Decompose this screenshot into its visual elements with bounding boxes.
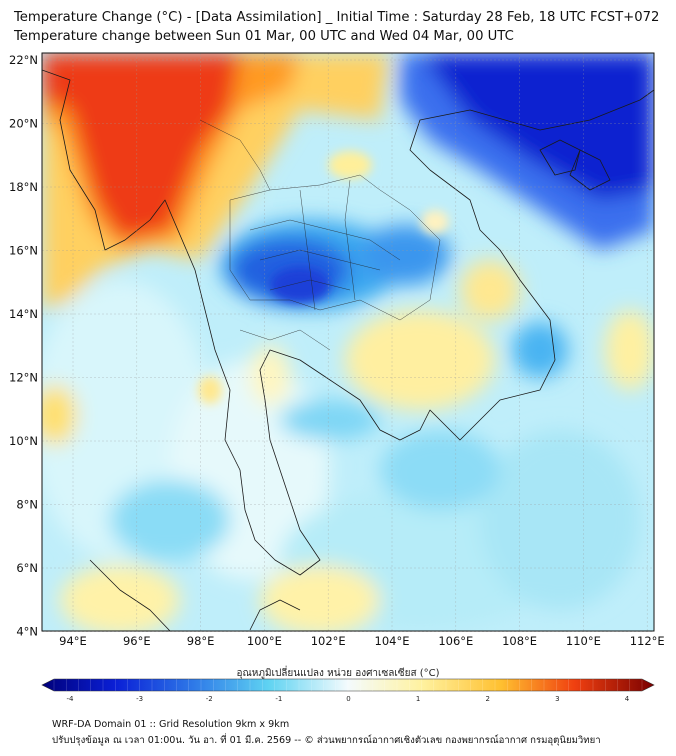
lat-label: 14°N	[9, 307, 38, 321]
lon-label: 94°E	[59, 634, 87, 648]
latitude-labels: 22°N 20°N 18°N 16°N 14°N 12°N 10°N 8°N 6…	[9, 53, 38, 639]
longitude-labels: 94°E 96°E 98°E 100°E 102°E 104°E 106°E 1…	[59, 634, 665, 648]
lat-label: 8°N	[16, 498, 38, 512]
coastlines	[42, 69, 654, 631]
colorbar-tick: -2	[206, 695, 213, 703]
colorbar-tick: 1	[416, 695, 420, 703]
lon-label: 104°E	[375, 634, 410, 648]
footer-line-1: WRF-DA Domain 01 :: Grid Resolution 9km …	[52, 719, 290, 730]
lon-label: 102°E	[311, 634, 346, 648]
temperature-field	[42, 53, 654, 631]
footer-line-2: ปรับปรุงข้อมูล ณ เวลา 01:00น. วัน อา. ที…	[52, 735, 601, 746]
colorbar-tick: -3	[136, 695, 143, 703]
colorbar-tick: 4	[625, 695, 630, 703]
lat-label: 12°N	[9, 371, 38, 385]
colorbar-tick: 3	[555, 695, 559, 703]
temperature-change-map: 94°E 96°E 98°E 100°E 102°E 104°E 106°E 1…	[9, 52, 665, 648]
lon-label: 106°E	[438, 634, 473, 648]
lat-label: 20°N	[9, 117, 38, 131]
title-line-1: Temperature Change (°C) - [Data Assimila…	[14, 10, 660, 25]
colorbar-tick: 2	[486, 695, 490, 703]
lat-label: 4°N	[16, 625, 38, 639]
colorbar-tick: 0	[346, 695, 350, 703]
colorbar-tick: -1	[275, 695, 282, 703]
lon-label: 112°E	[630, 634, 665, 648]
title-line-2: Temperature change between Sun 01 Mar, 0…	[14, 29, 514, 44]
lon-label: 100°E	[247, 634, 282, 648]
lon-label: 108°E	[502, 634, 537, 648]
colorbar-tick: -4	[67, 695, 75, 703]
lat-label: 22°N	[9, 53, 38, 67]
map-frame	[41, 52, 655, 632]
lon-label: 110°E	[566, 634, 601, 648]
lat-label: 18°N	[9, 180, 38, 194]
lat-label: 10°N	[9, 434, 38, 448]
admin-borders	[199, 119, 441, 351]
lat-label: 16°N	[9, 244, 38, 258]
lat-label: 6°N	[16, 561, 38, 575]
lon-label: 96°E	[123, 634, 151, 648]
colorbar-label: อุณหภูมิเปลี่ยนแปลง หน่วย องศาเซลเซียส (…	[236, 668, 440, 679]
lon-label: 98°E	[187, 634, 215, 648]
